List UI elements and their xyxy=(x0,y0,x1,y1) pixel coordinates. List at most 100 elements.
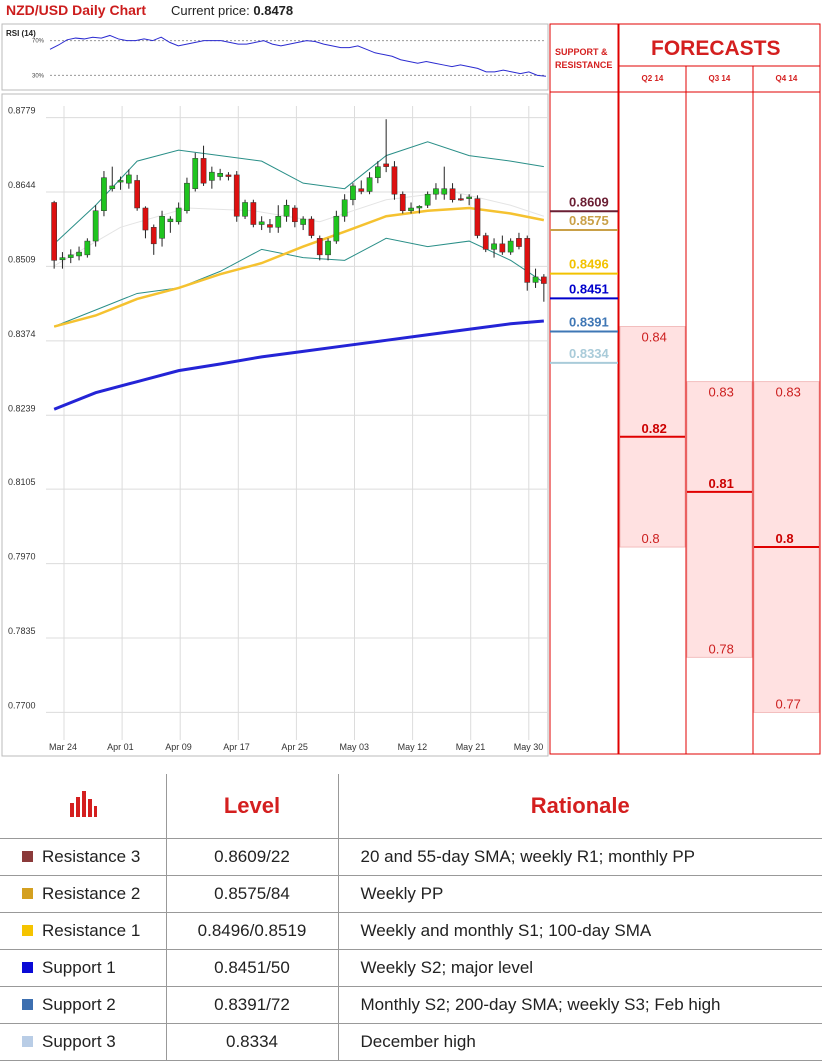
candle-bullish xyxy=(101,177,107,211)
candle-bearish xyxy=(51,202,57,261)
bar-chart-icon xyxy=(69,791,97,817)
level-name: Support 3 xyxy=(42,1032,116,1051)
chart-title: NZD/USD Daily Chart xyxy=(6,2,147,18)
level-name-cell: Support 2 xyxy=(0,986,167,1024)
candle-bearish xyxy=(391,166,398,195)
candle-bearish xyxy=(150,227,157,245)
y-tick-label: 0.7700 xyxy=(8,700,36,710)
candle-bullish xyxy=(350,185,356,200)
candle-bullish xyxy=(92,210,99,242)
candle-bullish xyxy=(366,177,373,192)
sr-header-text: SUPPORT & xyxy=(555,47,608,57)
level-rationale: Weekly PP xyxy=(337,875,822,913)
candle-bearish xyxy=(308,218,315,236)
table-row: Support 3 0.8334 December high xyxy=(0,1023,822,1061)
rsi-70-label: 70% xyxy=(32,39,45,45)
candle-bullish xyxy=(532,276,539,283)
levels-table: Level Rationale Resistance 3 0.8609/22 20 … xyxy=(0,774,822,1061)
bollinger-lower-line xyxy=(53,237,545,327)
candle-bearish xyxy=(516,238,522,247)
level-color-swatch xyxy=(22,999,33,1010)
table-row: Resistance 1 0.8496/0.8519 Weekly and mont… xyxy=(0,912,822,950)
candle-bullish xyxy=(117,180,124,183)
candle-bullish xyxy=(67,254,74,258)
current-price-value: 0.8478 xyxy=(253,3,294,18)
candle-bullish xyxy=(491,243,497,250)
x-tick-label: May 03 xyxy=(340,742,370,752)
level-value: 0.8496/0.8519 xyxy=(165,912,339,950)
current-price: Current price: 0.8478 xyxy=(171,3,293,18)
candle-bearish xyxy=(541,276,547,284)
forecast-low-label: 0.77 xyxy=(776,696,801,711)
x-tick-label: Apr 09 xyxy=(165,742,192,752)
forecast-high-label: 0.83 xyxy=(709,385,734,400)
candle-bullish xyxy=(333,216,340,242)
y-tick-label: 0.8374 xyxy=(8,329,36,339)
level-color-swatch xyxy=(22,1036,33,1047)
forecast-mid-label: 0.81 xyxy=(709,476,734,491)
level-color-swatch xyxy=(22,851,33,862)
rsi-label: RSI (14) xyxy=(6,29,36,38)
level-value: 0.8451/50 xyxy=(165,949,339,987)
candle-bullish xyxy=(416,206,423,209)
table-row: Resistance 2 0.8575/84 Weekly PP xyxy=(0,875,822,913)
level-name: Resistance 3 xyxy=(42,847,141,866)
chart-icon-cell xyxy=(0,774,167,839)
level-value: 0.8334 xyxy=(165,1023,339,1061)
candle-bullish xyxy=(76,251,82,257)
candle-bearish xyxy=(399,193,406,211)
sr-level-label: 0.8391 xyxy=(569,314,609,329)
candle-bearish xyxy=(142,207,149,231)
x-tick-label: Mar 24 xyxy=(49,742,77,752)
forecast-quarter-label: Q4 14 xyxy=(776,74,798,83)
candle-bullish xyxy=(217,173,224,177)
candle-bullish xyxy=(408,207,414,211)
y-tick-label: 0.8509 xyxy=(8,254,36,264)
sma-short-line xyxy=(53,206,545,328)
sma-long-line xyxy=(53,319,544,411)
candle-bearish xyxy=(250,202,257,225)
sr-level-label: 0.8334 xyxy=(569,346,610,361)
candle-bullish xyxy=(375,166,381,178)
candle-bullish xyxy=(300,218,306,225)
candle-bullish xyxy=(192,158,199,189)
rsi-line xyxy=(49,34,547,77)
level-rationale: Weekly and monthly S1; 100-day SMA xyxy=(337,912,822,950)
candle-bullish xyxy=(325,240,331,256)
x-tick-label: May 30 xyxy=(514,742,544,752)
rationale-header: Rationale xyxy=(337,774,822,839)
candle-bearish xyxy=(292,207,298,223)
forecast-low-label: 0.78 xyxy=(709,641,734,656)
candle-bearish xyxy=(499,243,506,253)
candle-bearish xyxy=(524,238,531,283)
candle-bearish xyxy=(267,224,273,228)
candle-bearish xyxy=(482,235,489,250)
candle-bearish xyxy=(200,158,207,184)
candle-bearish xyxy=(134,180,141,209)
x-tick-label: May 21 xyxy=(456,742,486,752)
candle-bullish xyxy=(507,240,514,253)
forecast-quarter-label: Q3 14 xyxy=(709,74,731,83)
level-name-cell: Support 3 xyxy=(0,1023,167,1061)
x-tick-label: Apr 25 xyxy=(281,742,308,752)
candle-bullish xyxy=(109,185,116,189)
chart-header: NZD/USD Daily Chart Current price: 0.847… xyxy=(0,0,548,22)
candle-bullish xyxy=(466,196,472,199)
candle-bullish xyxy=(433,188,439,195)
forecast-title: FORECASTS xyxy=(651,37,781,60)
forecast-mid-label: 0.82 xyxy=(642,421,667,436)
table-row: Support 1 0.8451/50 Weekly S2; major level xyxy=(0,949,822,987)
level-name-cell: Resistance 3 xyxy=(0,838,167,876)
table-row: Resistance 3 0.8609/22 20 and 55-day SMA; … xyxy=(0,838,822,876)
bollinger-upper-line xyxy=(53,141,544,245)
level-name: Support 1 xyxy=(42,958,116,977)
candle-bearish xyxy=(225,174,232,177)
sr-level-label: 0.8609 xyxy=(569,194,609,209)
forecast-mid-label: 0.8 xyxy=(776,531,794,546)
candle-bearish xyxy=(449,188,456,200)
forecast-high-label: 0.83 xyxy=(776,385,801,400)
table-header-row: Level Rationale xyxy=(0,774,822,839)
forecast-high-label: 0.84 xyxy=(642,330,667,345)
forecast-range-bar xyxy=(686,381,753,658)
candle-bullish xyxy=(175,207,182,223)
